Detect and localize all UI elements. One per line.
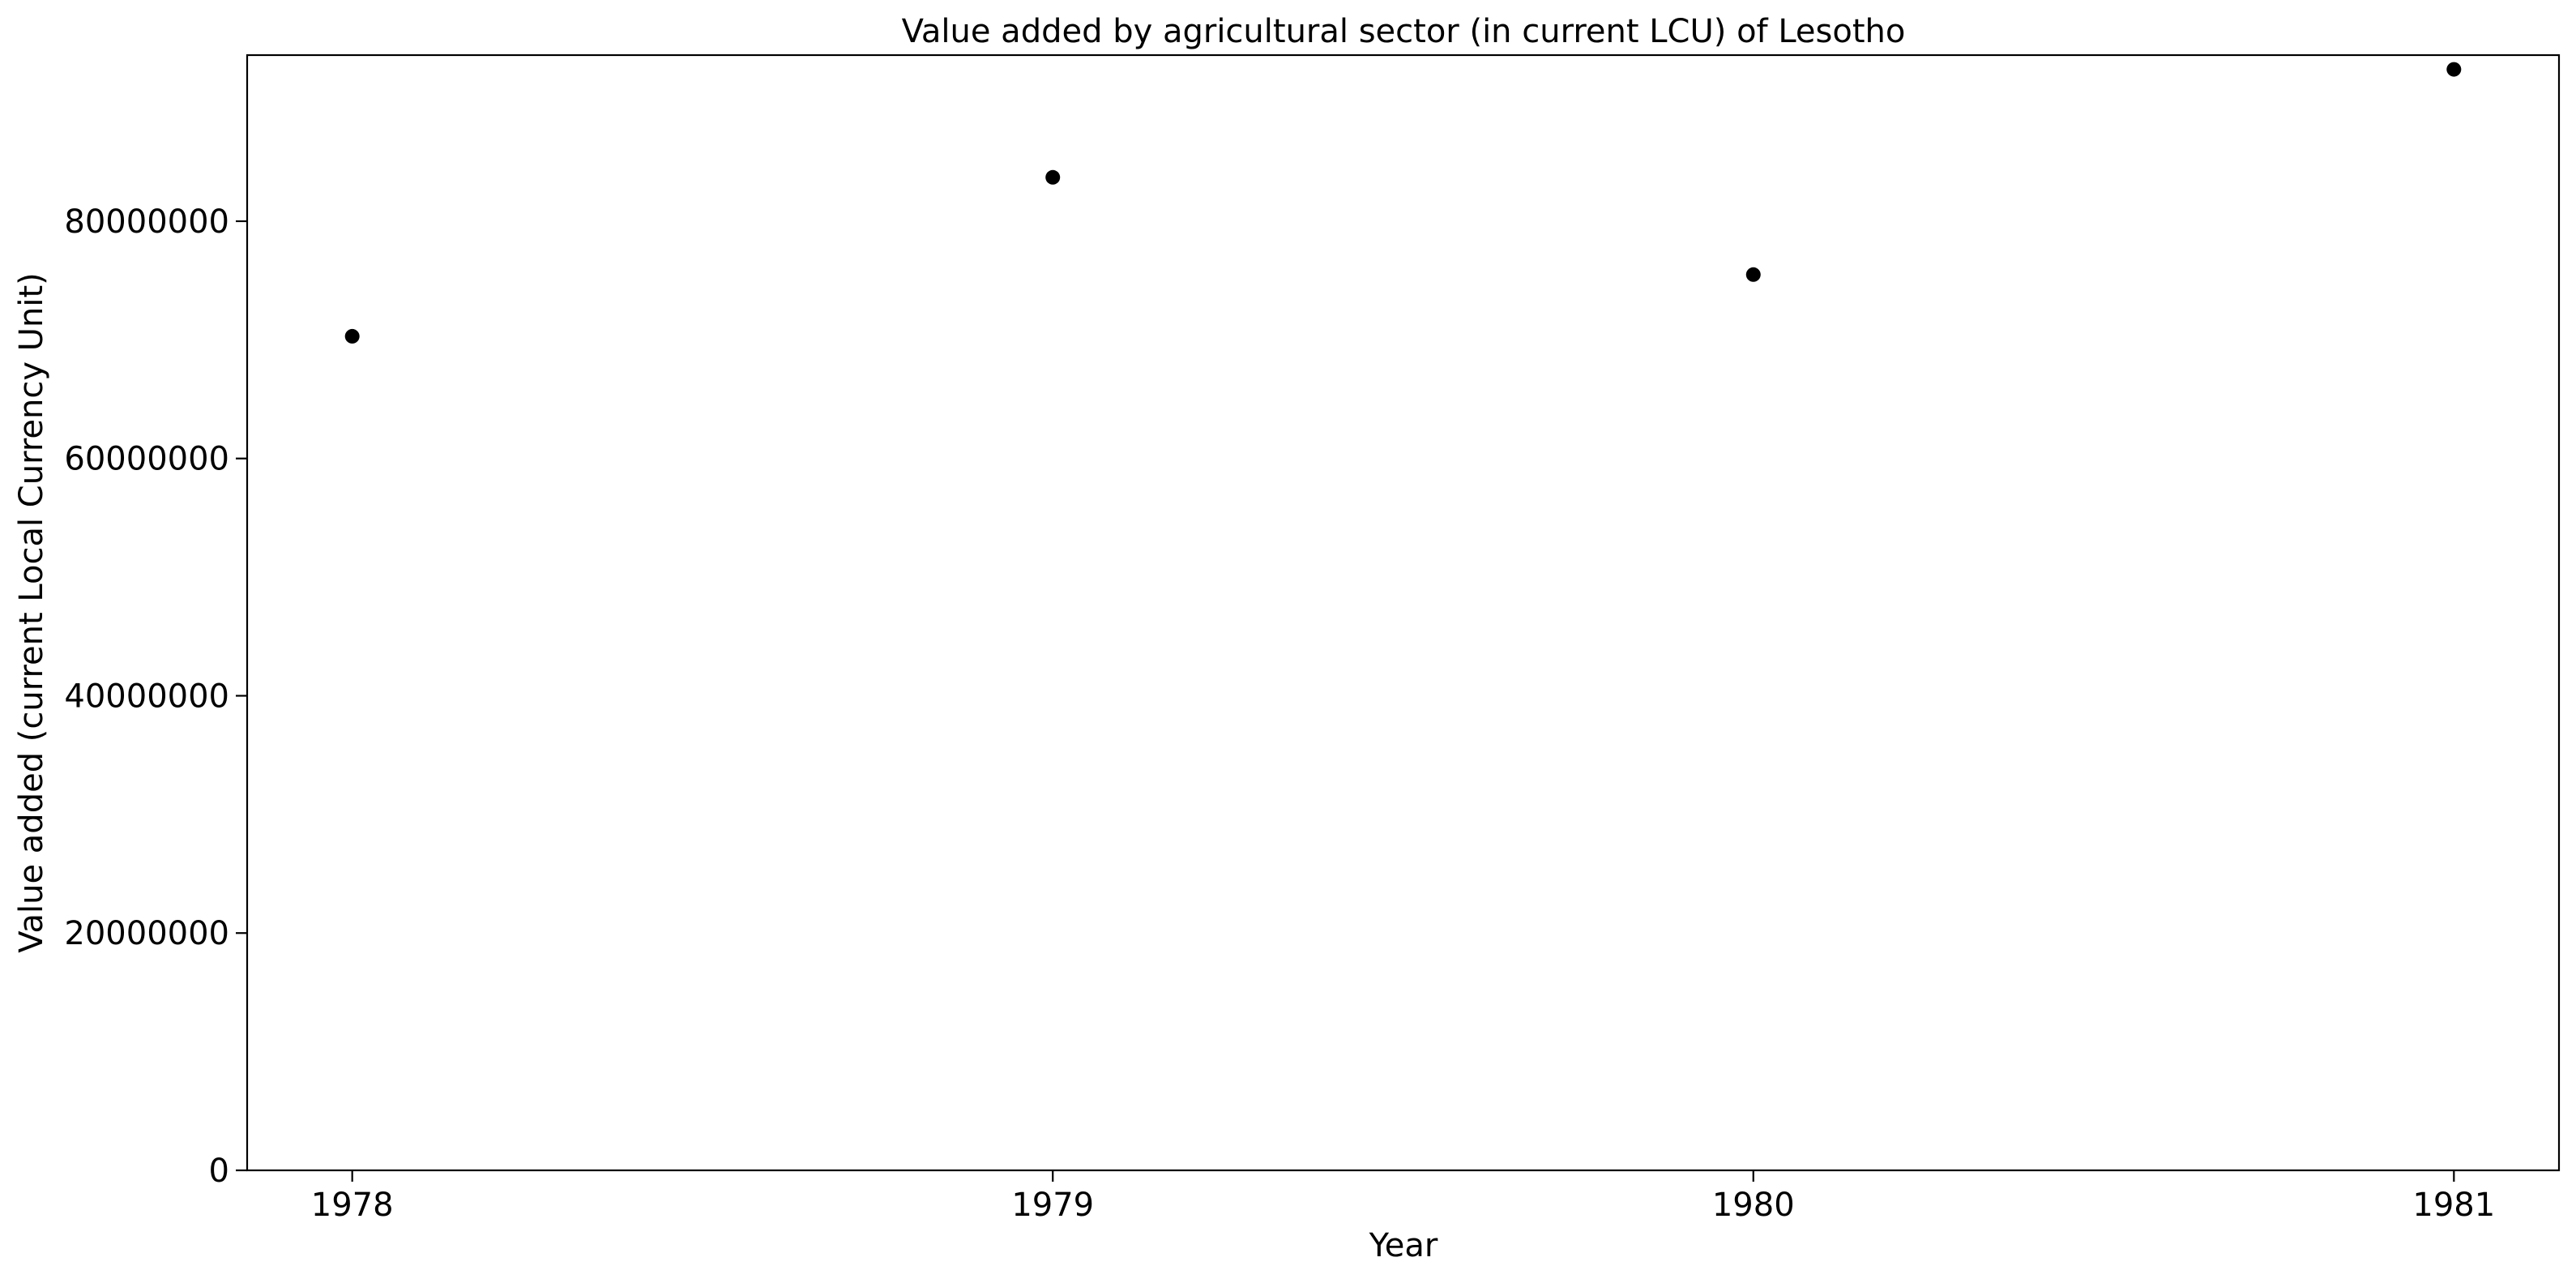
data-point [344,328,360,344]
y-tick-label: 40000000 [64,678,229,715]
plot-frame [246,53,2561,1172]
data-point [1045,169,1061,185]
y-axis-label: Value added (current Local Currency Unit… [13,272,50,953]
points-layer [344,62,2462,344]
x-axis-label: Year [1369,1227,1438,1264]
y-tick-label: 80000000 [64,203,229,241]
data-point [1745,267,1761,282]
x-tick-label: 1980 [1712,1187,1795,1224]
x-tick-label: 1978 [311,1187,394,1224]
y-tick-label: 20000000 [64,915,229,952]
y-tick-label: 0 [209,1153,229,1190]
ticks-layer: 1978 1979 1980 1981 0 20000000 40000000 6000000… [64,203,2495,1224]
y-tick-label: 60000000 [64,441,229,478]
x-tick-label: 1981 [2412,1187,2495,1224]
data-point [2446,62,2462,77]
x-tick-label: 1979 [1011,1187,1094,1224]
chart-title: Value added by agricultural sector (in c… [902,13,1906,50]
